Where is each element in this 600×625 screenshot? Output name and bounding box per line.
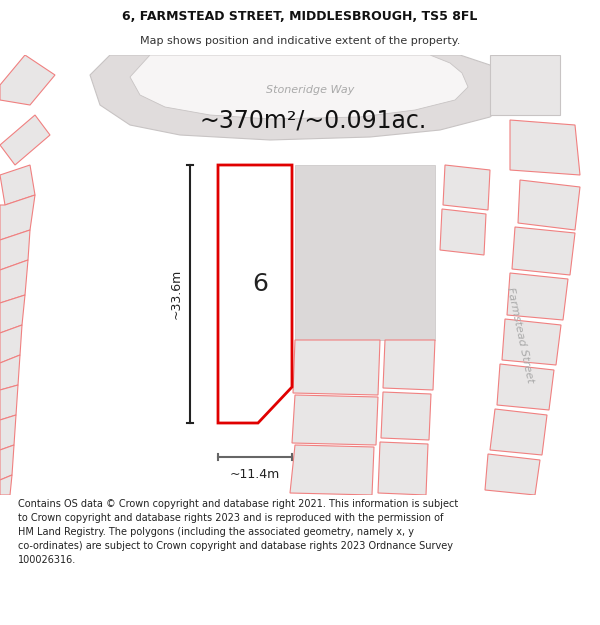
Polygon shape [443,165,490,210]
Polygon shape [0,55,55,105]
Text: ~33.6m: ~33.6m [170,269,182,319]
Polygon shape [0,115,50,165]
Polygon shape [502,319,561,365]
Polygon shape [490,55,560,115]
Polygon shape [0,415,16,450]
Text: Contains OS data © Crown copyright and database right 2021. This information is : Contains OS data © Crown copyright and d… [18,499,458,565]
Polygon shape [0,445,14,480]
Polygon shape [507,273,568,320]
Polygon shape [0,385,18,420]
Polygon shape [510,120,580,175]
Polygon shape [440,209,486,255]
Text: Stoneridge Way: Stoneridge Way [266,85,354,95]
Polygon shape [381,392,431,440]
Text: ~11.4m: ~11.4m [230,469,280,481]
Text: 6: 6 [252,272,268,296]
Polygon shape [378,442,428,495]
Polygon shape [497,364,554,410]
Polygon shape [383,340,435,390]
Polygon shape [0,165,35,205]
Polygon shape [0,195,35,240]
Polygon shape [130,55,468,119]
Polygon shape [0,325,22,363]
Polygon shape [292,395,378,445]
Text: 6, FARMSTEAD STREET, MIDDLESBROUGH, TS5 8FL: 6, FARMSTEAD STREET, MIDDLESBROUGH, TS5 … [122,10,478,23]
Polygon shape [295,165,435,340]
Polygon shape [218,165,292,423]
Polygon shape [485,454,540,495]
Polygon shape [0,355,20,390]
Polygon shape [0,295,25,333]
Polygon shape [490,409,547,455]
Polygon shape [90,55,510,140]
Polygon shape [518,180,580,230]
Polygon shape [0,475,12,495]
Text: ~370m²/~0.091ac.: ~370m²/~0.091ac. [200,108,427,132]
Polygon shape [0,260,28,303]
Polygon shape [0,230,30,270]
Text: Map shows position and indicative extent of the property.: Map shows position and indicative extent… [140,36,460,46]
Polygon shape [512,227,575,275]
Polygon shape [293,340,380,395]
Text: Farmstead Street: Farmstead Street [505,286,535,384]
Polygon shape [290,445,374,495]
